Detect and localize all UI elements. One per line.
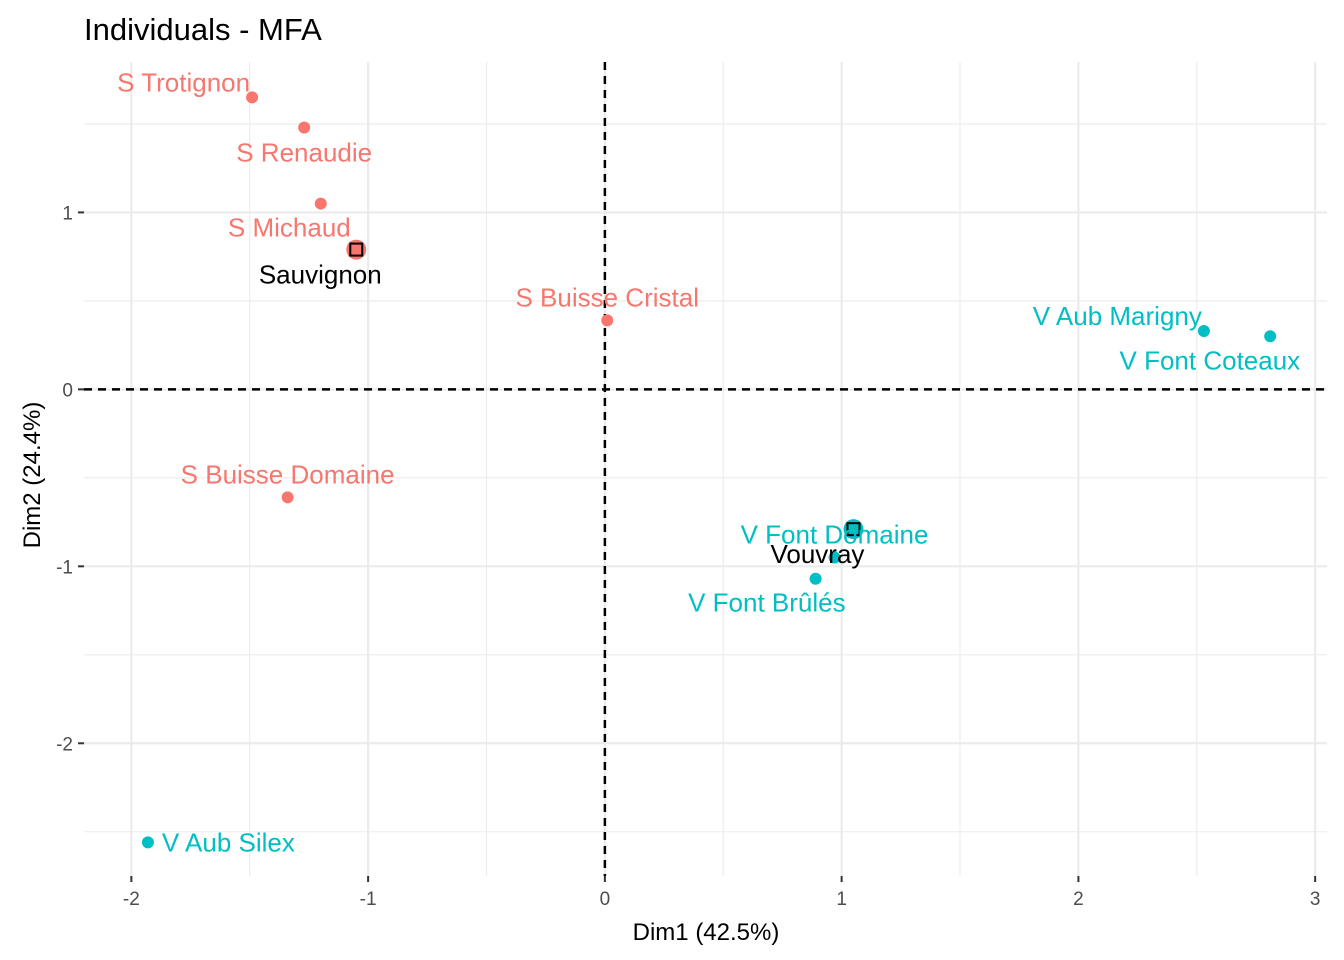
point-label: S Michaud bbox=[228, 213, 351, 243]
point-label: S Buisse Cristal bbox=[515, 282, 699, 312]
x-axis-title: Dim1 (42.5%) bbox=[633, 919, 780, 946]
point-label: V Font Brûlés bbox=[688, 588, 846, 618]
point-label: V Aub Silex bbox=[162, 827, 295, 857]
y-tick-label: -2 bbox=[56, 734, 73, 755]
centroid-label: Vouvray bbox=[770, 539, 864, 569]
point-label: V Font Domaine bbox=[741, 519, 929, 549]
data-point bbox=[298, 121, 311, 134]
point-label: V Font Coteaux bbox=[1120, 345, 1301, 375]
points bbox=[141, 91, 1277, 849]
data-point bbox=[828, 551, 841, 564]
data-point bbox=[314, 197, 327, 210]
centroid-square bbox=[349, 242, 364, 257]
point-labels: S Trotignon S Renaudie S Michaud S Buisse C… bbox=[117, 67, 1300, 857]
x-tick-label: -1 bbox=[360, 889, 377, 910]
x-tick-label: -2 bbox=[123, 889, 140, 910]
data-point bbox=[809, 572, 822, 585]
data-point bbox=[601, 314, 614, 327]
data-point bbox=[281, 491, 294, 504]
chart-title: Individuals - MFA bbox=[84, 12, 322, 47]
point-label: V Aub Marigny bbox=[1033, 301, 1202, 331]
axes: -2 -1 0 1 2 3 -2 -1 0 1 bbox=[56, 203, 1320, 910]
y-axis-title: Dim2 (24.4%) bbox=[19, 402, 46, 549]
y-tick-label: 1 bbox=[62, 203, 73, 224]
x-tick-label: 3 bbox=[1310, 889, 1321, 910]
centroid-square bbox=[846, 522, 861, 537]
data-point bbox=[1264, 330, 1277, 343]
x-tick-label: 1 bbox=[836, 889, 847, 910]
point-label: S Renaudie bbox=[236, 137, 372, 167]
reference-lines bbox=[84, 62, 1327, 876]
data-point bbox=[246, 91, 259, 104]
x-tick-label: 0 bbox=[600, 889, 611, 910]
x-tick-label: 2 bbox=[1073, 889, 1084, 910]
centroid-label: Sauvignon bbox=[259, 260, 382, 290]
y-tick-label: 0 bbox=[62, 380, 73, 401]
point-label: S Buisse Domaine bbox=[181, 459, 395, 489]
point-label: S Trotignon bbox=[117, 67, 250, 97]
data-point bbox=[1197, 324, 1210, 337]
y-tick-label: -1 bbox=[56, 557, 73, 578]
data-point bbox=[141, 836, 154, 849]
